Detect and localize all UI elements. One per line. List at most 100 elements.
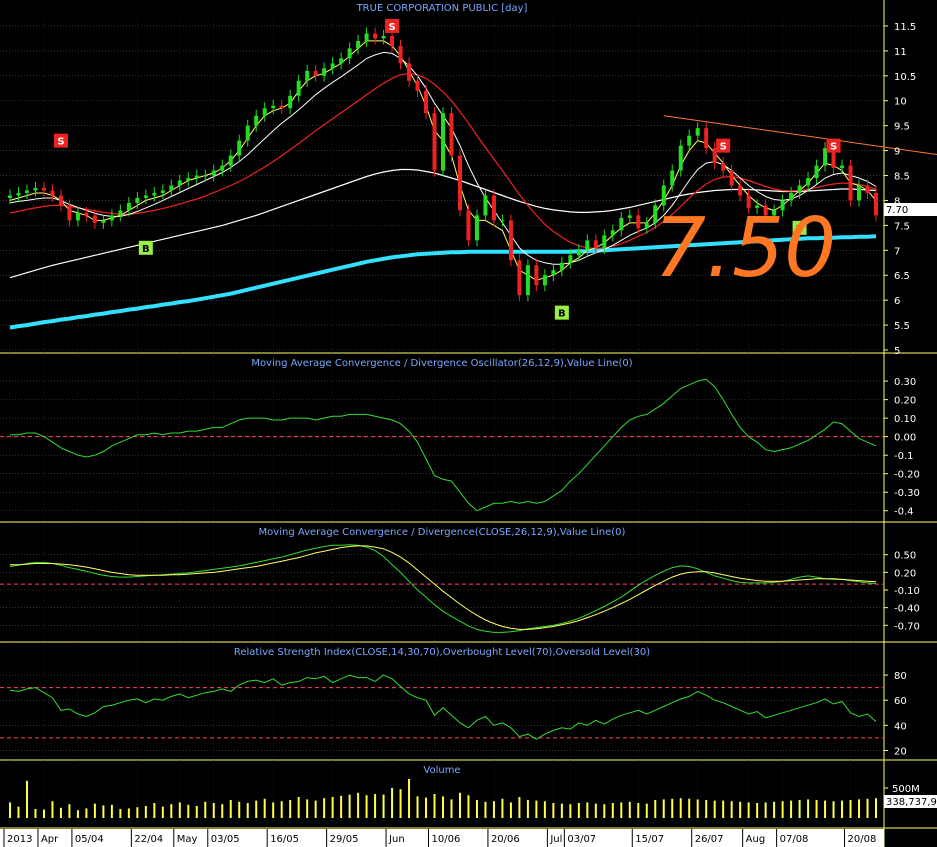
volume-bar bbox=[688, 798, 691, 818]
candle-body bbox=[474, 215, 479, 241]
candle-body bbox=[814, 165, 819, 179]
volume-bar bbox=[399, 789, 402, 818]
candle-body bbox=[746, 195, 751, 208]
volume-bar bbox=[628, 801, 631, 818]
volume-bar bbox=[136, 807, 139, 818]
y-tick-label: 10 bbox=[894, 97, 907, 108]
volume-bar bbox=[433, 794, 436, 818]
candle-body bbox=[415, 80, 420, 91]
volume-bar bbox=[713, 800, 716, 818]
candle-body bbox=[288, 95, 293, 109]
candle-body bbox=[874, 192, 878, 216]
volume-bar bbox=[391, 788, 394, 818]
candle-body bbox=[619, 217, 624, 231]
volume-bar bbox=[730, 801, 733, 818]
y-tick-label: -0.30 bbox=[894, 488, 920, 499]
volume-bar bbox=[314, 800, 317, 818]
buy-signal-marker bbox=[554, 305, 569, 320]
volume-bar bbox=[187, 804, 190, 818]
sell-signal-marker bbox=[826, 138, 841, 153]
volume-bar bbox=[543, 801, 546, 818]
candle-body bbox=[525, 265, 530, 296]
volume-bar bbox=[552, 803, 555, 818]
volume-bar bbox=[679, 798, 682, 818]
buy-signal-label: B bbox=[796, 224, 804, 235]
buy-signal-marker bbox=[138, 240, 153, 255]
date-label: 15/07 bbox=[635, 834, 664, 845]
volume-bar bbox=[365, 795, 368, 818]
candle-body bbox=[704, 128, 709, 149]
volume-bar bbox=[509, 802, 512, 818]
date-label: 22/04 bbox=[134, 834, 163, 845]
candle-body bbox=[755, 205, 760, 208]
volume-bar bbox=[331, 797, 334, 818]
y-tick-label: -0.4 bbox=[894, 507, 914, 518]
candle-body bbox=[296, 80, 301, 96]
candle-body bbox=[491, 195, 496, 221]
volume-bar bbox=[492, 801, 495, 818]
candle-body bbox=[126, 202, 131, 211]
volume-bar bbox=[577, 803, 580, 818]
candle-body bbox=[152, 192, 157, 196]
candle-body bbox=[865, 185, 870, 193]
y-tick-label: 8 bbox=[894, 196, 900, 207]
volume-bar bbox=[357, 792, 360, 818]
y-tick-label: 7 bbox=[894, 246, 900, 257]
candle-body bbox=[695, 128, 700, 136]
candle-body bbox=[831, 148, 836, 169]
date-label: 05/04 bbox=[75, 834, 104, 845]
candle-body bbox=[8, 195, 12, 198]
candle-body bbox=[848, 165, 853, 201]
y-tick-label: 60 bbox=[894, 696, 907, 707]
volume-bar bbox=[416, 796, 419, 818]
candle-body bbox=[41, 187, 46, 191]
sell-signal-label: S bbox=[57, 137, 64, 148]
volume-bar bbox=[68, 804, 71, 818]
y-tick-label: 0.10 bbox=[894, 414, 916, 425]
volume-bar bbox=[323, 798, 326, 818]
candle-body bbox=[806, 178, 811, 186]
volume-panel-title: Volume bbox=[423, 765, 460, 776]
candle-body bbox=[160, 190, 165, 193]
y-tick-label: 0.30 bbox=[894, 377, 916, 388]
macd-oscillator-line bbox=[10, 378, 877, 512]
volume-bar bbox=[255, 800, 258, 818]
volume-bar bbox=[102, 805, 105, 818]
candle-body bbox=[211, 170, 216, 176]
text-layer: 5 5.5 6 6.5 7 7.5 8 8.5 9 9.5 10 10.5 11 11.5 -0.4 -0.3… bbox=[7, 22, 920, 845]
last-price-tag: 7.70 bbox=[886, 205, 908, 216]
y-tick-label: 9 bbox=[894, 147, 900, 158]
candle-body bbox=[322, 68, 327, 76]
date-label: May bbox=[177, 834, 198, 845]
candle-body bbox=[220, 165, 225, 171]
candle-body bbox=[729, 170, 734, 186]
volume-bar bbox=[781, 801, 784, 818]
volume-bar bbox=[119, 809, 122, 818]
candle-body bbox=[483, 195, 488, 216]
candle-body bbox=[228, 155, 233, 166]
candle-body bbox=[50, 190, 55, 196]
volume-bar bbox=[450, 799, 453, 818]
candle-body bbox=[763, 205, 768, 216]
candle-body bbox=[593, 240, 598, 248]
data-layer bbox=[0, 18, 937, 818]
candle-body bbox=[143, 195, 148, 198]
volume-bar bbox=[807, 799, 810, 818]
volume-bar bbox=[747, 802, 750, 818]
candle-body bbox=[610, 230, 615, 236]
macd-oscillator-panel-title: Moving Average Convergence / Divergence … bbox=[251, 358, 632, 369]
candle-body bbox=[585, 240, 590, 251]
date-label: 16/05 bbox=[270, 834, 299, 845]
y-tick-label: 0.50 bbox=[894, 551, 916, 562]
candle-body bbox=[245, 125, 250, 141]
candle-body bbox=[101, 220, 106, 223]
last-price-tag-bg bbox=[884, 203, 937, 216]
volume-bar bbox=[671, 798, 674, 818]
candle-body bbox=[109, 215, 114, 221]
volume-bar bbox=[824, 800, 827, 818]
candle-body bbox=[92, 215, 97, 223]
y-tick-label: -0.70 bbox=[894, 621, 920, 632]
candle-body bbox=[203, 175, 208, 177]
sell-signal-marker bbox=[385, 18, 400, 33]
